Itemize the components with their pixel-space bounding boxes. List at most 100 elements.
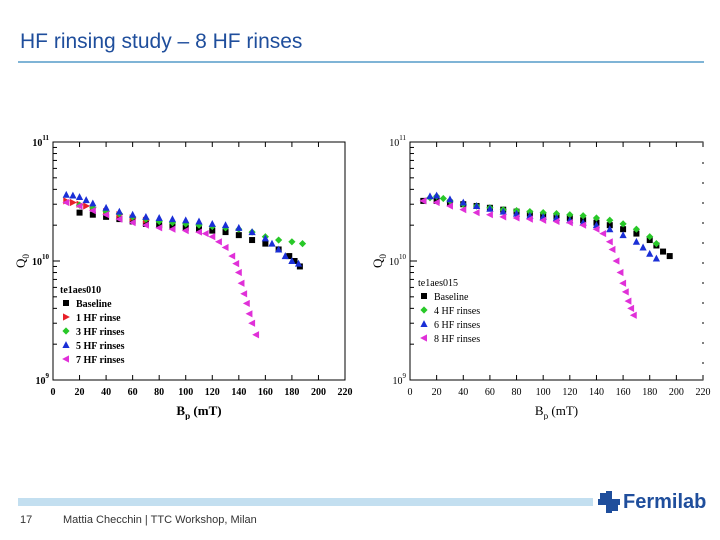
data-point bbox=[76, 209, 83, 216]
data-point bbox=[619, 231, 627, 239]
data-point bbox=[539, 216, 547, 224]
x-tick-label: 220 bbox=[338, 387, 353, 398]
data-point bbox=[195, 228, 202, 236]
data-point bbox=[75, 202, 83, 210]
data-point bbox=[592, 214, 601, 222]
y-tick-label: 1011 bbox=[32, 134, 49, 149]
x-tick-label: 180 bbox=[284, 387, 299, 398]
fermilab-logo-icon bbox=[598, 491, 620, 513]
title-divider bbox=[18, 61, 704, 63]
data-point bbox=[632, 237, 641, 245]
data-point bbox=[605, 238, 613, 246]
data-point bbox=[459, 206, 467, 214]
data-point bbox=[565, 219, 573, 227]
fermilab-logo-text: Fermilab bbox=[623, 490, 707, 513]
legend-marker bbox=[421, 293, 427, 299]
data-point bbox=[426, 192, 434, 200]
data-point bbox=[155, 214, 163, 221]
data-point bbox=[599, 229, 607, 238]
footer-bar bbox=[18, 498, 593, 506]
x-tick-label: 60 bbox=[485, 387, 495, 398]
x-tick-label: 100 bbox=[178, 387, 193, 398]
data-point bbox=[208, 220, 216, 227]
y-tick-label: 1011 bbox=[389, 134, 406, 149]
data-point bbox=[298, 240, 307, 248]
y-tick-label: 1010 bbox=[389, 253, 407, 268]
series-5-hf-rinses bbox=[62, 190, 303, 267]
data-point bbox=[512, 209, 521, 217]
x-tick-label: 60 bbox=[128, 387, 138, 398]
x-tick-label: 220 bbox=[696, 387, 711, 398]
data-point bbox=[181, 227, 189, 235]
x-tick-label: 100 bbox=[536, 387, 551, 398]
x-tick-label: 80 bbox=[512, 387, 522, 398]
data-point bbox=[182, 224, 189, 231]
data-point bbox=[245, 310, 253, 318]
legend-label: 3 HF rinses bbox=[76, 327, 125, 338]
x-tick-label: 140 bbox=[589, 387, 604, 398]
x-tick-label: 0 bbox=[51, 387, 56, 398]
y-axis-label-group: Q0 bbox=[370, 254, 388, 268]
data-point bbox=[196, 226, 202, 233]
data-point bbox=[433, 191, 441, 199]
data-point bbox=[566, 211, 574, 219]
x-tick-label: 160 bbox=[616, 387, 631, 398]
chart-left-te1aes010: 0 20 40 60 80 100 120 140 160 180 200 220 109 1010 101… bbox=[13, 134, 353, 420]
data-point bbox=[294, 259, 303, 267]
data-point bbox=[632, 225, 641, 233]
data-point bbox=[525, 215, 533, 223]
x-tick-label: 160 bbox=[258, 387, 273, 398]
y-axis-label-group: Q0 bbox=[13, 254, 31, 268]
data-point bbox=[209, 227, 216, 234]
data-point bbox=[499, 207, 507, 215]
data-point bbox=[446, 195, 454, 203]
data-point bbox=[168, 225, 176, 233]
data-point bbox=[486, 204, 494, 212]
data-point bbox=[128, 219, 136, 227]
data-point bbox=[102, 203, 110, 211]
legend-marker bbox=[63, 313, 70, 321]
x-tick-label: 200 bbox=[311, 387, 326, 398]
legend-label: Baseline bbox=[76, 299, 112, 310]
x-tick-label: 140 bbox=[231, 387, 246, 398]
data-point bbox=[195, 217, 203, 225]
legend-label: 7 HF rinses bbox=[76, 355, 125, 366]
data-point bbox=[248, 319, 256, 327]
data-point bbox=[75, 193, 84, 200]
data-point bbox=[222, 229, 229, 236]
data-point bbox=[62, 190, 70, 198]
y-tick-label: 109 bbox=[393, 372, 407, 387]
series-7-hf-rinses bbox=[62, 198, 260, 339]
data-point bbox=[252, 331, 260, 339]
y-axis-label: Q0 bbox=[370, 254, 388, 268]
legend-label: 6 HF rinses bbox=[434, 320, 480, 331]
legend-marker bbox=[63, 300, 69, 306]
data-point bbox=[221, 243, 229, 252]
data-point bbox=[237, 279, 245, 287]
data-point bbox=[666, 253, 673, 260]
series-3-hf-rinses bbox=[75, 201, 307, 248]
legend-marker bbox=[420, 306, 428, 314]
data-point bbox=[221, 221, 230, 229]
data-point bbox=[419, 197, 427, 205]
footer-text: Mattia Checchin | TTC Workshop, Milan bbox=[63, 514, 257, 526]
data-point bbox=[619, 279, 627, 287]
data-point bbox=[232, 260, 240, 268]
data-point bbox=[616, 268, 624, 277]
data-point bbox=[242, 299, 250, 308]
series-8-hf-rinses bbox=[419, 197, 637, 319]
data-point bbox=[612, 257, 620, 265]
data-point bbox=[439, 194, 447, 203]
data-point bbox=[88, 207, 96, 215]
legend-marker bbox=[62, 327, 70, 335]
data-point bbox=[62, 198, 70, 207]
data-point bbox=[646, 249, 654, 257]
data-point bbox=[142, 221, 149, 229]
data-point bbox=[652, 254, 660, 262]
x-axis-label: Bp (mT) bbox=[535, 403, 578, 420]
data-point bbox=[446, 202, 453, 210]
data-point bbox=[288, 238, 296, 246]
legend-label: 5 HF rinses bbox=[76, 341, 125, 352]
data-point bbox=[291, 258, 298, 264]
data-point bbox=[195, 221, 203, 229]
